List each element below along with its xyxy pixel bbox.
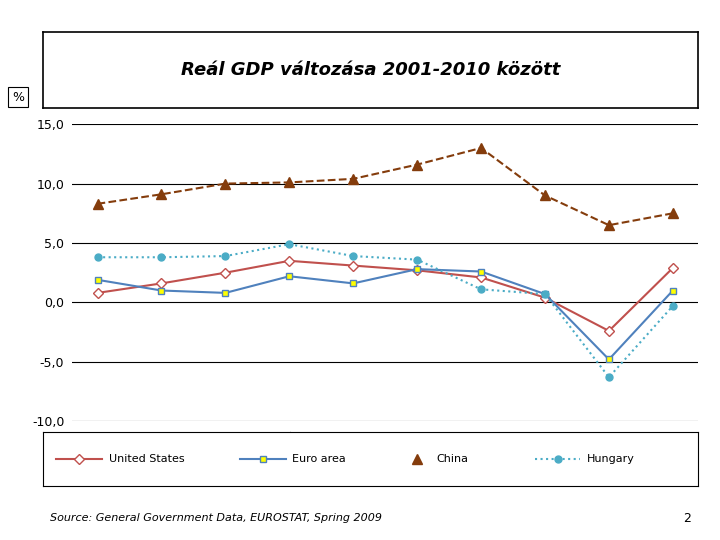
Text: Reál GDP változása 2001-2010 között: Reál GDP változása 2001-2010 között bbox=[181, 61, 560, 79]
Text: Hungary: Hungary bbox=[587, 454, 635, 464]
Text: Euro area: Euro area bbox=[292, 454, 346, 464]
Text: %: % bbox=[12, 91, 24, 104]
Text: China: China bbox=[436, 454, 468, 464]
Text: United States: United States bbox=[109, 454, 184, 464]
Text: 2: 2 bbox=[683, 512, 691, 525]
Text: Source: General Government Data, EUROSTAT, Spring 2009: Source: General Government Data, EUROSTA… bbox=[50, 514, 382, 523]
